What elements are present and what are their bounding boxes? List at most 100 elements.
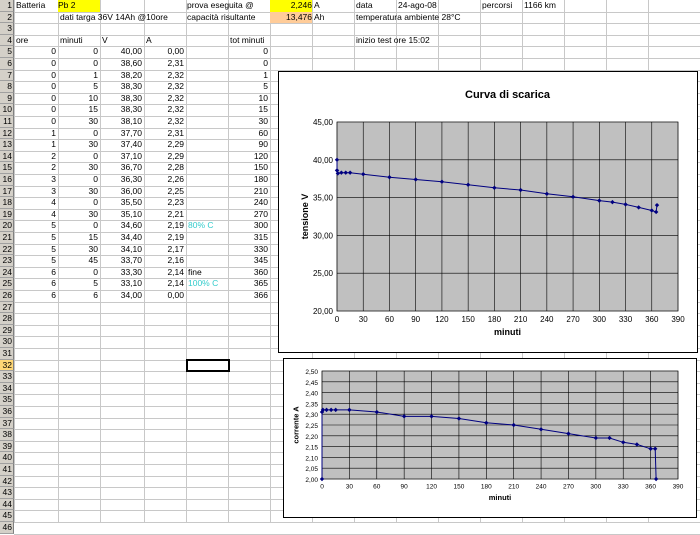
chart-curva-di-scarica[interactable]: 20,00 25,00 30,00 35,00 40,00 45,00 0 30 60 90 120… xyxy=(278,71,698,353)
selected-cell[interactable] xyxy=(186,358,230,373)
cell-tot[interactable]: 10 xyxy=(258,92,268,103)
cell-v[interactable]: 35,50 xyxy=(120,197,142,208)
row-header[interactable]: 39 xyxy=(0,440,14,453)
row-header[interactable]: 18 xyxy=(0,197,14,209)
cell-tot[interactable]: 270 xyxy=(253,208,268,219)
cell-tot[interactable]: 1 xyxy=(263,69,268,80)
cell-note[interactable]: fine xyxy=(188,266,202,277)
cell-inizio-test[interactable]: inizio test ore 15:02 xyxy=(356,34,430,45)
row-header[interactable]: 23 xyxy=(0,255,14,267)
cell-tot[interactable]: 120 xyxy=(253,150,268,161)
cell-tot[interactable]: 366 xyxy=(253,290,268,300)
row-header[interactable]: 1 xyxy=(0,0,14,12)
row-header[interactable]: 34 xyxy=(0,382,14,395)
cell-capacita-value[interactable]: 13,476 xyxy=(270,11,312,24)
cell-tot[interactable]: 180 xyxy=(253,174,268,184)
cell-v[interactable]: 37,10 xyxy=(120,150,142,161)
row-header[interactable]: 29 xyxy=(0,324,14,337)
cell-v[interactable]: 40,00 xyxy=(120,46,142,57)
cell-ore[interactable]: 6 xyxy=(51,278,56,289)
cell-capacita-unit[interactable]: Ah xyxy=(314,11,325,22)
cell-tot[interactable]: 150 xyxy=(253,162,268,173)
cell-v[interactable]: 33,30 xyxy=(120,266,142,277)
cell-ore[interactable]: 2 xyxy=(51,162,56,173)
row-header[interactable]: 45 xyxy=(0,510,14,522)
cell-v[interactable]: 36,70 xyxy=(120,162,142,173)
cell-minuti[interactable]: 0 xyxy=(93,220,98,231)
row-header[interactable]: 30 xyxy=(0,336,14,348)
cell-v[interactable]: 38,30 xyxy=(120,81,142,92)
cell-data-label[interactable]: data xyxy=(356,0,373,10)
cell-a[interactable]: 0,00 xyxy=(167,290,184,300)
chart-corrente[interactable]: 2,00 2,05 2,10 2,15 2,20 2,25 2,30 2,35 2,40 2,45… xyxy=(283,358,697,518)
cell-minuti[interactable]: 30 xyxy=(88,208,98,219)
cell-minuti[interactable]: 0 xyxy=(93,58,98,68)
cell-minuti[interactable]: 10 xyxy=(88,92,98,103)
row-header[interactable]: 10 xyxy=(0,104,14,116)
cell-minuti[interactable]: 30 xyxy=(88,162,98,173)
cell-tot[interactable]: 360 xyxy=(253,266,268,277)
row-header[interactable]: 19 xyxy=(0,208,14,221)
cell-percorsi-label[interactable]: percorsi xyxy=(482,0,513,10)
row-header[interactable]: 41 xyxy=(0,464,14,476)
cell-minuti[interactable]: 30 xyxy=(88,139,98,150)
cell-a[interactable]: 2,31 xyxy=(167,58,184,68)
cell-ore[interactable]: 0 xyxy=(51,81,56,92)
cell-ore[interactable]: 0 xyxy=(51,69,56,80)
row-header[interactable]: 24 xyxy=(0,266,14,279)
row-header[interactable]: 22 xyxy=(0,243,14,256)
cell-dati-targa[interactable]: dati targa 36V 14Ah @10ore xyxy=(60,11,168,22)
cell-tot[interactable]: 60 xyxy=(258,127,268,138)
cell-ore[interactable]: 0 xyxy=(51,116,56,126)
cell-v[interactable]: 37,40 xyxy=(120,139,142,150)
cell-tot[interactable]: 0 xyxy=(263,58,268,68)
cell-prova-label[interactable]: prova eseguita @ xyxy=(187,0,254,10)
row-header[interactable]: 27 xyxy=(0,301,14,314)
cell-tot[interactable]: 5 xyxy=(263,81,268,92)
cell-temperatura[interactable]: temperatura ambiente 28°C xyxy=(356,11,461,22)
cell-a[interactable]: 2,14 xyxy=(167,278,184,289)
cell-a[interactable]: 2,21 xyxy=(167,208,184,219)
cell-tot[interactable]: 240 xyxy=(253,197,268,208)
row-header[interactable]: 7 xyxy=(0,69,14,82)
cell-ore[interactable]: 1 xyxy=(51,139,56,150)
row-header[interactable]: 26 xyxy=(0,290,14,302)
cell-minuti[interactable]: 1 xyxy=(93,69,98,80)
cell-a[interactable]: 2,32 xyxy=(167,81,184,92)
row-header[interactable]: 15 xyxy=(0,162,14,174)
cell-tot[interactable]: 345 xyxy=(253,255,268,266)
row-header[interactable]: 31 xyxy=(0,348,14,360)
cell-a[interactable]: 2,26 xyxy=(167,174,184,184)
cell-tot[interactable]: 90 xyxy=(258,139,268,150)
cell-ore[interactable]: 3 xyxy=(51,185,56,196)
cell-minuti[interactable]: 30 xyxy=(88,116,98,126)
cell-a[interactable]: 2,23 xyxy=(167,197,184,208)
row-header[interactable]: 2 xyxy=(0,11,14,24)
cell-a[interactable]: 2,17 xyxy=(167,243,184,254)
cell-minuti[interactable]: 6 xyxy=(93,290,98,300)
cell-v[interactable]: 33,70 xyxy=(120,255,142,266)
cell-tot[interactable]: 315 xyxy=(253,232,268,242)
cell-percorsi-value[interactable]: 1166 km xyxy=(524,0,556,10)
cell-minuti[interactable]: 15 xyxy=(88,104,98,115)
cell-batteria-label[interactable]: Batteria xyxy=(16,0,46,10)
cell-header-v[interactable]: V xyxy=(102,34,108,45)
cell-v[interactable]: 38,20 xyxy=(120,69,142,80)
cell-v[interactable]: 33,10 xyxy=(120,278,142,289)
row-header[interactable]: 21 xyxy=(0,232,14,244)
row-header[interactable]: 40 xyxy=(0,452,14,464)
cell-a[interactable]: 2,29 xyxy=(167,139,184,150)
cell-minuti[interactable]: 30 xyxy=(88,243,98,254)
cell-capacita-label[interactable]: capacità risultante xyxy=(187,11,256,22)
cell-ore[interactable]: 4 xyxy=(51,197,56,208)
cell-ore[interactable]: 0 xyxy=(51,92,56,103)
row-header[interactable]: 12 xyxy=(0,127,14,140)
cell-ore[interactable]: 2 xyxy=(51,150,56,161)
cell-v[interactable]: 38,10 xyxy=(120,116,142,126)
row-header[interactable]: 3 xyxy=(0,23,14,35)
cell-a[interactable]: 2,32 xyxy=(167,116,184,126)
cell-tot[interactable]: 210 xyxy=(253,185,268,196)
cell-v[interactable]: 35,10 xyxy=(120,208,142,219)
cell-a[interactable]: 2,25 xyxy=(167,185,184,196)
row-header[interactable]: 13 xyxy=(0,139,14,151)
